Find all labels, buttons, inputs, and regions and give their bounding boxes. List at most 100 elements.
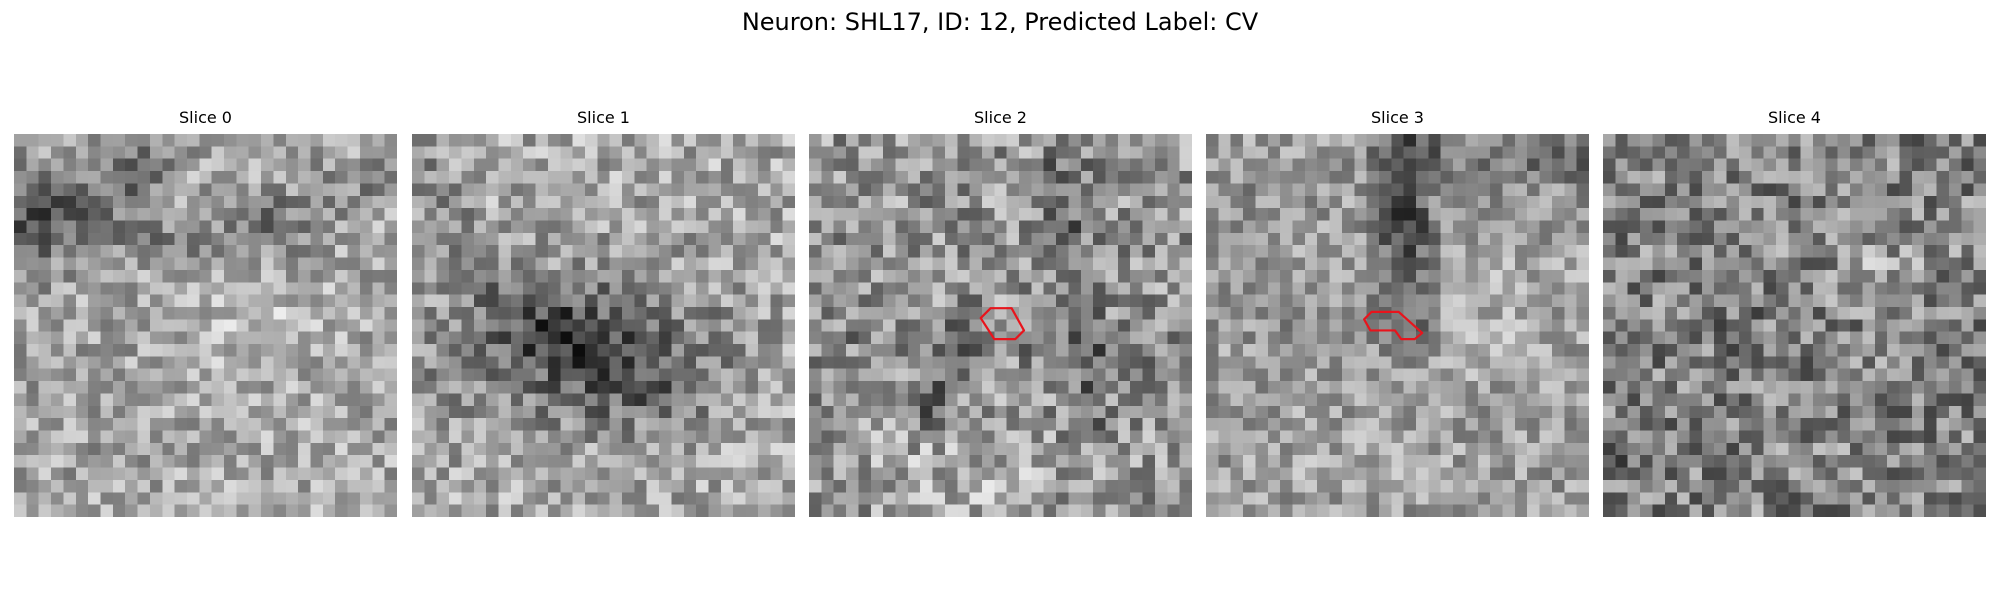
pixel-cell	[199, 294, 212, 308]
pixel-cell	[1043, 319, 1057, 332]
pixel-cell	[298, 282, 311, 295]
pixel-cell	[560, 393, 573, 407]
pixel-cell	[1341, 306, 1355, 320]
pixel-cell	[1751, 257, 1764, 271]
pixel-cell	[1167, 442, 1180, 456]
pixel-cell	[1167, 381, 1180, 394]
pixel-cell	[821, 467, 834, 481]
pixel-cell	[1527, 208, 1540, 221]
pixel-cell	[1603, 282, 1616, 295]
pixel-cell	[1167, 418, 1180, 431]
pixel-cell	[1973, 356, 1986, 369]
pixel-cell	[1514, 306, 1528, 320]
pixel-cell	[1825, 479, 1838, 493]
pixel-cell	[1117, 356, 1131, 369]
pixel-cell	[63, 306, 77, 320]
pixel-cell	[498, 232, 512, 246]
pixel-cell	[137, 134, 151, 147]
pixel-cell	[782, 368, 795, 382]
pixel-cell	[1825, 146, 1838, 159]
pixel-cell	[1031, 455, 1044, 468]
pixel-cell	[708, 492, 722, 505]
pixel-cell	[1167, 146, 1180, 159]
pixel-cell	[199, 232, 212, 246]
pixel-cell	[560, 183, 573, 197]
pixel-cell	[1130, 467, 1143, 481]
pixel-cell	[833, 269, 847, 283]
pixel-cell	[1403, 331, 1417, 345]
pixel-cell	[895, 282, 909, 295]
pixel-cell	[1206, 430, 1219, 444]
pixel-cell	[1280, 183, 1293, 197]
pixel-cell	[1615, 430, 1628, 444]
pixel-cell	[1130, 430, 1143, 444]
pixel-cell	[1640, 306, 1653, 320]
pixel-cell	[1576, 405, 1589, 419]
pixel-cell	[1862, 418, 1876, 431]
pixel-cell	[757, 331, 771, 345]
pixel-cell	[261, 405, 274, 419]
pixel-cell	[1117, 158, 1131, 172]
pixel-cell	[38, 158, 52, 172]
pixel-cell	[384, 232, 397, 246]
pixel-cell	[1179, 245, 1192, 258]
pixel-cell	[372, 344, 385, 357]
pixel-cell	[473, 220, 487, 234]
pixel-cell	[199, 146, 212, 159]
pixel-cell	[1502, 257, 1516, 271]
pixel-cell	[1105, 479, 1119, 493]
pixel-cell	[162, 232, 175, 246]
pixel-cell	[634, 381, 647, 394]
pixel-cell	[1416, 146, 1429, 159]
pixel-cell	[708, 479, 722, 493]
pixel-cell	[384, 344, 397, 357]
pixel-cell	[1490, 319, 1503, 332]
pixel-cell	[696, 356, 709, 369]
pixel-cell	[1093, 245, 1106, 258]
pixel-cell	[1527, 134, 1540, 147]
pixel-cell	[622, 344, 635, 357]
pixel-cell	[14, 467, 27, 481]
pixel-cell	[1788, 195, 1801, 209]
pixel-cell	[1961, 282, 1974, 295]
pixel-cell	[125, 257, 138, 271]
pixel-cell	[671, 282, 685, 295]
pixel-cell	[372, 220, 385, 234]
pixel-cell	[1899, 442, 1913, 456]
pixel-cell	[1788, 282, 1801, 295]
pixel-cell	[1961, 356, 1974, 369]
pixel-cell	[1652, 319, 1666, 332]
pixel-cell	[1677, 146, 1690, 159]
pixel-cell	[473, 319, 487, 332]
pixel-cell	[1738, 269, 1752, 283]
pixel-cell	[1899, 504, 1913, 517]
pixel-cell	[149, 368, 163, 382]
pixel-cell	[1179, 455, 1192, 468]
pixel-cell	[1551, 331, 1565, 345]
pixel-cell	[310, 134, 324, 147]
pixel-cell	[1664, 306, 1678, 320]
pixel-cell	[424, 232, 437, 246]
pixel-cell	[1689, 158, 1703, 172]
pixel-cell	[1837, 208, 1851, 221]
pixel-cell	[112, 492, 126, 505]
pixel-cell	[1911, 504, 1925, 517]
pixel-cell	[523, 393, 536, 407]
pixel-cell	[821, 282, 834, 295]
pixel-cell	[1738, 294, 1752, 308]
pixel-cell	[1502, 158, 1516, 172]
pixel-cell	[609, 220, 623, 234]
pixel-cell	[1329, 331, 1343, 345]
pixel-cell	[708, 134, 722, 147]
pixel-cell	[1862, 331, 1876, 345]
pixel-cell	[981, 158, 995, 172]
pixel-cell	[1329, 368, 1343, 382]
pixel-cell	[757, 146, 771, 159]
pixel-cell	[547, 356, 561, 369]
pixel-cell	[273, 183, 287, 197]
pixel-cell	[696, 344, 709, 357]
pixel-cell	[932, 269, 946, 283]
pixel-cell	[547, 331, 561, 345]
pixel-cell	[75, 393, 89, 407]
pixel-cell	[1267, 306, 1281, 320]
